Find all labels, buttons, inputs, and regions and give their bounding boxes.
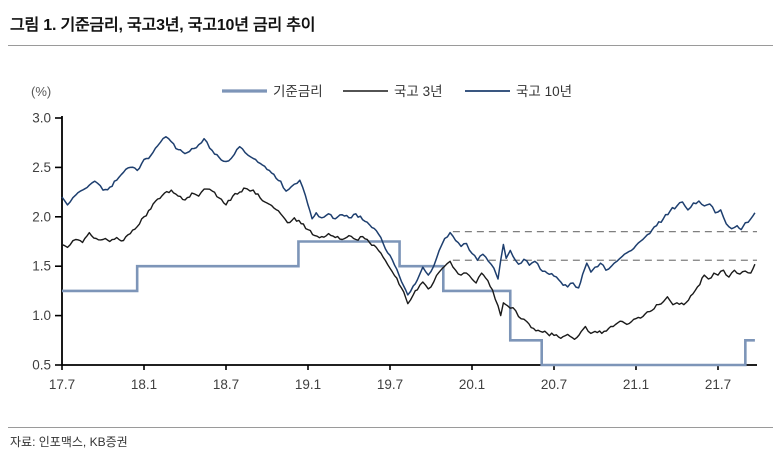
source-note: 자료: 인포맥스, KB증권 <box>10 435 128 449</box>
legend-label-ktb3: 국고 3년 <box>394 84 443 99</box>
y-tick-label: 2.0 <box>32 209 51 224</box>
title-divider <box>8 45 773 46</box>
x-tick-label: 19.1 <box>295 377 321 392</box>
figure-title: 그림 1. 기준금리, 국고3년, 국고10년 금리 추이 <box>10 17 316 34</box>
x-tick-label: 18.1 <box>131 377 157 392</box>
y-axis-unit-label: (%) <box>31 84 51 99</box>
series-line-ktb10 <box>61 136 756 296</box>
x-tick-label: 20.7 <box>541 377 567 392</box>
y-tick-label: 2.5 <box>32 160 51 175</box>
x-tick-label: 21.1 <box>623 377 649 392</box>
footer-divider <box>8 427 773 428</box>
x-tick-label: 17.7 <box>49 377 75 392</box>
legend-label-base-rate: 기준금리 <box>273 84 323 99</box>
y-tick-label: 1.0 <box>32 308 51 323</box>
plot-area: 3.0 2.5 2.0 1.5 1.0 0.5 17.7 18.1 18.7 19.1 19.7 20… <box>32 111 757 392</box>
x-tick-label: 18.7 <box>213 377 239 392</box>
series-line-ktb3 <box>61 187 756 340</box>
x-tick-label: 21.7 <box>705 377 731 392</box>
x-tick-label: 19.7 <box>377 377 403 392</box>
y-tick-label: 3.0 <box>32 111 51 126</box>
y-tick-label: 1.5 <box>32 259 51 274</box>
chart-legend: 기준금리 국고 3년 국고 10년 <box>222 84 572 99</box>
legend-label-ktb10: 국고 10년 <box>516 84 572 99</box>
y-tick-label: 0.5 <box>32 358 51 373</box>
x-tick-label: 20.1 <box>459 377 485 392</box>
series-line-base-rate <box>62 240 755 367</box>
